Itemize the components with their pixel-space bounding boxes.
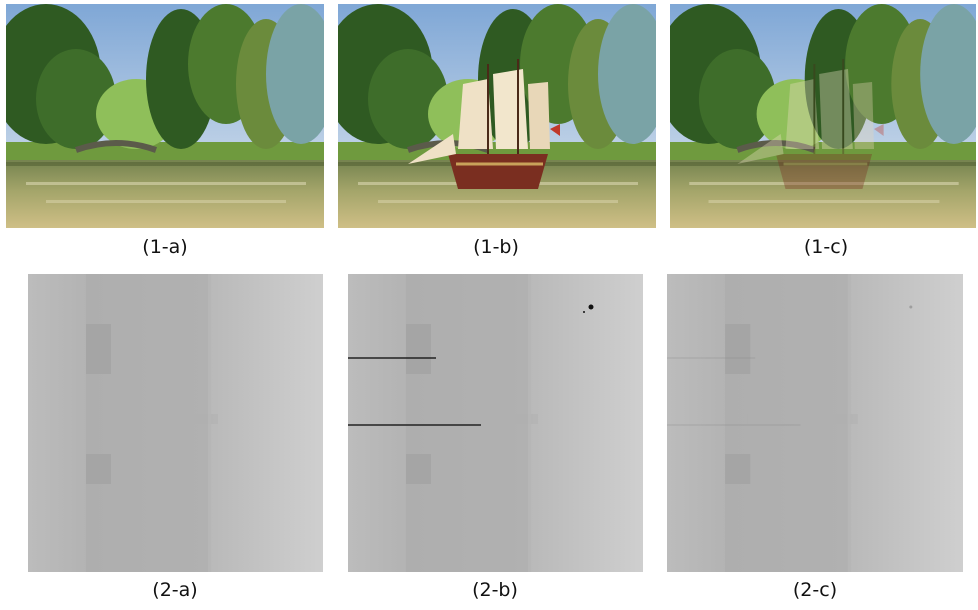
gray-texture-restored-image — [667, 274, 963, 572]
caption-2b: (2-b) — [472, 579, 518, 601]
gray-texture-original-image — [28, 274, 323, 572]
original-painting-image — [6, 4, 324, 228]
caption-1b: (1-b) — [473, 236, 519, 258]
painting-with-ship-image — [338, 4, 656, 228]
gray-texture-scratched-image — [348, 274, 643, 572]
caption-1a: (1-a) — [142, 236, 188, 258]
painting-reconstructed-image — [670, 4, 976, 228]
caption-2a: (2-a) — [152, 579, 198, 601]
caption-1c: (1-c) — [803, 236, 849, 258]
caption-2c: (2-c) — [792, 579, 838, 601]
